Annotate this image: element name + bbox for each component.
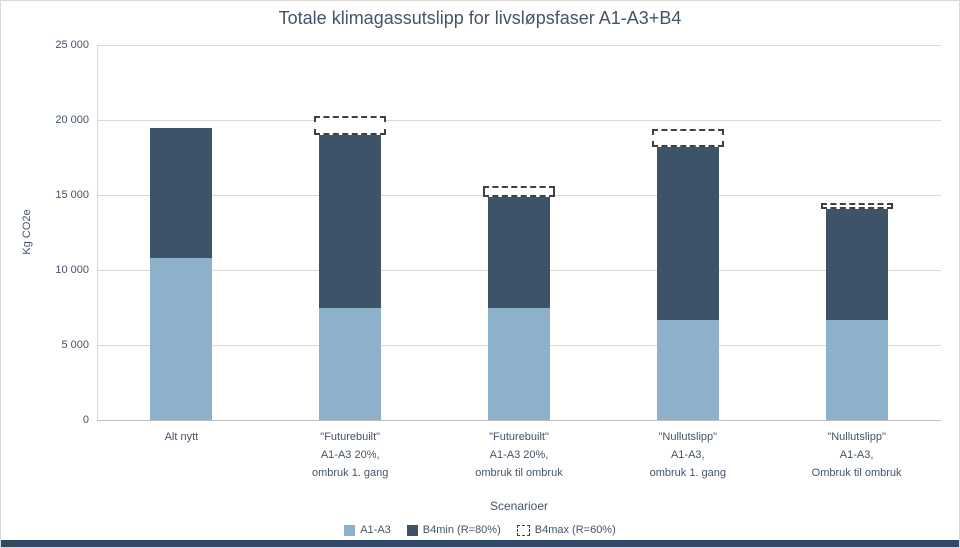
x-category-label: Alt nytt [164, 431, 199, 443]
y-tick-label: 0 [82, 414, 89, 426]
y-tick-label: 15 000 [55, 189, 89, 201]
bar-segment-a1a3[interactable] [488, 307, 550, 420]
legend-swatch-b4max-dashed [516, 524, 530, 536]
x-category-label: "Futurebuilt" A1-A3 20%, ombruk til ombruk [475, 431, 563, 479]
y-tick-label: 5 000 [61, 339, 89, 351]
bar-b4max-dashed-box[interactable] [483, 186, 555, 197]
bar-b4max-dashed-box[interactable] [651, 129, 724, 147]
y-axis-title: Kg CO2e [21, 209, 33, 255]
x-category-label: "Nullutslipp" A1-A3, ombruk 1. gang [649, 431, 727, 479]
legend-item-a1a3[interactable]: A1-A3 [344, 524, 391, 536]
bar-segment-b4min[interactable] [656, 147, 719, 320]
y-axis-labels: 0 5 000 10 000 15 000 20 000 25 000 [37, 39, 89, 426]
bar-segment-a1a3[interactable] [319, 307, 382, 420]
window-bottom-edge-strip [1, 540, 959, 547]
x-axis-title: Scenarioer [489, 499, 549, 513]
y-tick-label: 20 000 [55, 114, 89, 126]
y-axis-line [97, 45, 98, 420]
legend-item-b4min[interactable]: B4min (R=80%) [406, 524, 501, 536]
bar-segment-a1a3[interactable] [656, 319, 719, 420]
gridline [97, 120, 941, 121]
bar-segment-b4min[interactable] [150, 127, 213, 258]
bar-b4max-dashed-box[interactable] [820, 202, 893, 209]
legend-swatch-b4min [406, 524, 418, 536]
y-tick-label: 10 000 [55, 264, 89, 276]
chart-legend: A1-A3 B4min (R=80%) B4max (R=60%) [1, 522, 959, 538]
legend-label-b4max: B4max (R=60%) [534, 524, 616, 536]
gridline [97, 45, 941, 46]
x-axis-line [97, 420, 941, 421]
x-category-label: "Nullutslipp" A1-A3, Ombruk til ombruk [811, 431, 902, 479]
legend-label-b4min: B4min (R=80%) [422, 524, 501, 536]
legend-item-b4max[interactable]: B4max (R=60%) [516, 524, 616, 536]
bar-segment-b4min[interactable] [488, 196, 550, 308]
bar-segment-a1a3[interactable] [825, 319, 888, 420]
legend-label-a1a3: A1-A3 [360, 524, 391, 536]
legend-swatch-a1a3 [344, 524, 356, 536]
bar-segment-a1a3[interactable] [150, 258, 213, 420]
y-tick-label: 25 000 [55, 39, 89, 51]
x-category-label: "Futurebuilt" A1-A3 20%, ombruk 1. gang [311, 431, 389, 479]
bar-b4max-dashed-box[interactable] [314, 115, 387, 135]
chart-title: Totale klimagassutslipp for livsløpsfase… [278, 8, 682, 28]
bar-segment-b4min[interactable] [825, 208, 888, 320]
plot-area [97, 45, 941, 421]
bar-segment-b4min[interactable] [319, 135, 382, 308]
